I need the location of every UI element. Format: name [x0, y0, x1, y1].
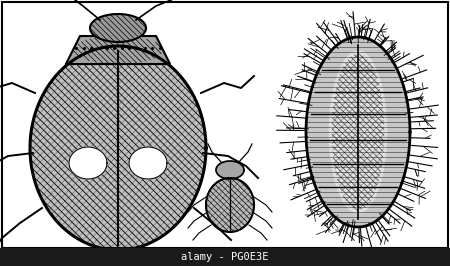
Text: alamy - PG0E3E: alamy - PG0E3E [181, 252, 269, 262]
Ellipse shape [306, 37, 410, 227]
Ellipse shape [329, 51, 387, 213]
Ellipse shape [206, 178, 254, 232]
Ellipse shape [69, 147, 107, 179]
Bar [0, 248, 450, 266]
Ellipse shape [90, 14, 146, 42]
Ellipse shape [216, 161, 244, 179]
Ellipse shape [30, 46, 206, 250]
Ellipse shape [129, 147, 167, 179]
Polygon shape [66, 36, 170, 64]
